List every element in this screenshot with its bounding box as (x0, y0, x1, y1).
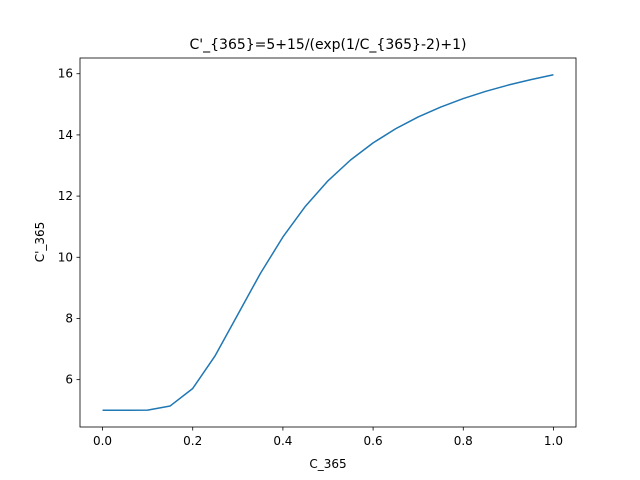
y-tick-label: 14 (58, 128, 73, 142)
y-tick-label: 6 (65, 373, 73, 387)
y-tick-label: 8 (65, 311, 73, 325)
x-tick-label: 0.8 (454, 434, 473, 448)
chart-title: C'_{365}=5+15/(exp(1/C_{365}-2)+1) (190, 37, 467, 53)
x-axis-label: C_365 (309, 457, 346, 471)
x-tick-label: 0.0 (93, 434, 112, 448)
x-tick-label: 1.0 (544, 434, 563, 448)
axes-frame (79, 57, 577, 428)
y-tick-label: 16 (58, 67, 73, 81)
x-tick-label: 0.2 (183, 434, 202, 448)
y-axis-label: C'_365 (33, 222, 47, 263)
x-tick-label: 0.4 (273, 434, 292, 448)
y-tick-label: 12 (58, 189, 73, 203)
y-tick-label: 10 (58, 250, 73, 264)
series-line (102, 74, 554, 411)
x-tick-label: 0.6 (364, 434, 383, 448)
